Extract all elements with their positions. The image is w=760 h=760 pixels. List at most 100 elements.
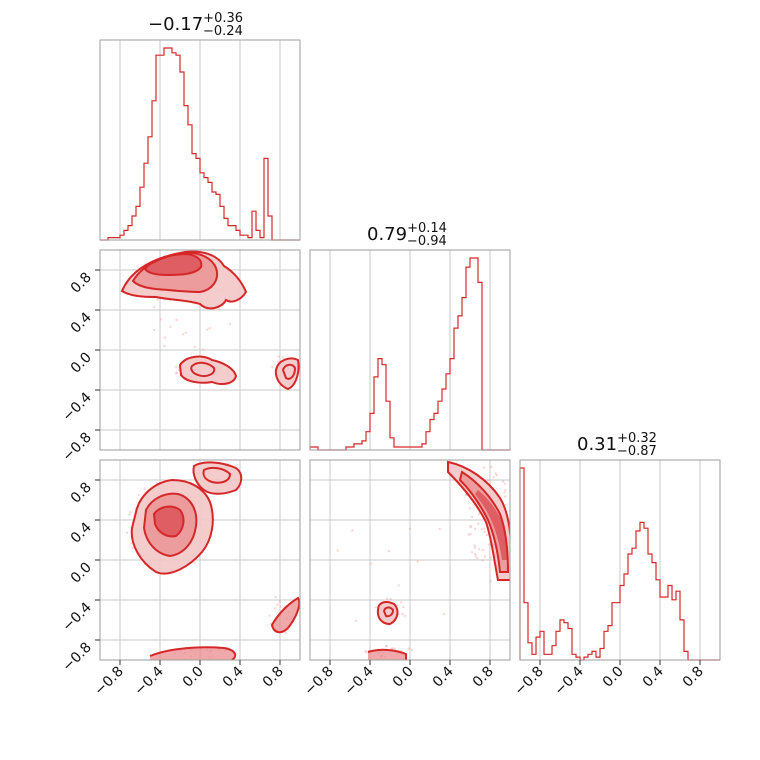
density-contour-middle-blob-inner	[190, 361, 216, 378]
scatter-point	[131, 547, 134, 550]
scatter-point	[482, 466, 486, 469]
scatter-point	[474, 554, 477, 558]
scatter-point	[152, 306, 156, 309]
density-contour-bottom-band	[149, 646, 237, 660]
scatter-point	[402, 605, 405, 609]
scatter-point	[485, 533, 489, 537]
scatter-point	[268, 614, 271, 617]
scatter-point	[208, 327, 211, 330]
scatter-point	[193, 561, 196, 564]
scatter-point	[494, 472, 497, 475]
density-contour-arc-outer	[447, 460, 510, 581]
scatter-point	[365, 651, 368, 654]
scatter-point	[469, 525, 472, 528]
scatter-point	[476, 557, 479, 560]
scatter-point	[278, 600, 281, 603]
density-fill-bottom-band	[150, 647, 236, 660]
scatter-point	[473, 546, 476, 549]
density-fill-bottom-strip	[368, 649, 406, 660]
scatter-point	[279, 605, 282, 608]
scatter-point	[481, 548, 484, 552]
density-contour-right-blob	[274, 357, 300, 391]
histogram-param-3	[519, 467, 720, 661]
scatter-point	[137, 493, 141, 497]
scatter-point	[354, 619, 358, 622]
x-tick-label: −0.4	[551, 663, 586, 698]
title-param-2: 0.79+0.14 −0.94	[367, 221, 447, 249]
scatter-point	[495, 474, 498, 477]
scatter-point	[416, 560, 419, 563]
density-contour-inner-left	[152, 505, 185, 538]
scatter-point	[438, 527, 441, 531]
density-contour-small-blob-inner	[382, 606, 395, 618]
x-tick-label: −0.8	[91, 664, 126, 699]
histogram-param-2	[309, 257, 510, 451]
scatter-point	[473, 544, 476, 547]
title-param-3-value: 0.31	[577, 434, 617, 455]
scatter-point	[374, 606, 377, 609]
scatter-point	[469, 525, 473, 529]
title-param-3-plus: +0.32	[617, 431, 657, 446]
scatter-point	[175, 318, 178, 322]
panel-param1-vs-param3	[125, 461, 300, 660]
scatter-point	[391, 647, 394, 650]
density-contour-right-blob-inner	[281, 363, 297, 380]
title-param-1-value: −0.17	[148, 14, 203, 35]
density-contour-arc-mid	[458, 470, 510, 573]
density-contour-mid-left	[142, 492, 198, 558]
scatter-point	[153, 328, 156, 332]
y-tick-label: −0.4	[59, 389, 94, 424]
scatter-point	[277, 355, 280, 358]
scatter-point	[169, 325, 172, 328]
x-tick-label: −0.8	[511, 664, 546, 699]
scatter-point	[442, 613, 446, 616]
scatter-point	[364, 650, 367, 653]
scatter-point	[407, 647, 410, 650]
scatter-point	[470, 551, 474, 554]
density-fill-arc-inner	[475, 490, 507, 560]
scatter-point	[156, 298, 159, 301]
scatter-point	[492, 476, 495, 479]
scatter-point	[410, 648, 414, 652]
title-param-3: 0.31+0.32 −0.87	[577, 431, 657, 459]
density-contour-top-band-inner	[202, 466, 232, 484]
scatter-point	[143, 487, 146, 490]
title-param-1-plus: +0.36	[203, 11, 243, 26]
scatter-point	[397, 584, 400, 587]
density-contour-bottom-strip	[367, 648, 407, 660]
scatter-point	[468, 507, 472, 510]
x-tick-label: 0.4	[220, 663, 247, 690]
scatter-point	[385, 645, 388, 648]
y-tick-label: 0.8	[68, 270, 95, 297]
x-tick-label: −0.8	[301, 664, 336, 699]
histogram-param-1	[100, 47, 300, 241]
title-param-2-value: 0.79	[367, 224, 407, 245]
scatter-point	[481, 559, 484, 562]
scatter-point	[385, 597, 389, 600]
scatter-point	[511, 521, 513, 523]
scatter-point	[408, 527, 412, 531]
y-tick-label: −0.4	[59, 599, 94, 634]
scatter-point	[351, 529, 354, 532]
scatter-point	[193, 345, 197, 348]
scatter-point	[163, 336, 167, 339]
scatter-point	[163, 344, 166, 348]
x-tick-label: 0.4	[430, 663, 457, 690]
scatter-point	[175, 365, 178, 369]
density-contour-top-band	[192, 461, 243, 495]
scatter-point	[467, 533, 470, 536]
y-tick-label: 0.0	[68, 350, 95, 377]
x-tick-label: 0.4	[640, 663, 667, 690]
panel-frame	[309, 249, 511, 451]
scatter-point	[401, 612, 404, 616]
x-tick-label: 0.8	[260, 664, 287, 691]
scatter-point	[336, 549, 340, 552]
panel-frame	[99, 39, 301, 241]
scatter-point	[504, 489, 507, 492]
density-contour-outer-left	[130, 478, 214, 575]
scatter-point	[489, 556, 493, 559]
scatter-point	[477, 512, 481, 516]
scatter-point	[184, 331, 188, 334]
density-fill-inner-left	[154, 506, 184, 537]
scatter-point	[206, 328, 209, 331]
